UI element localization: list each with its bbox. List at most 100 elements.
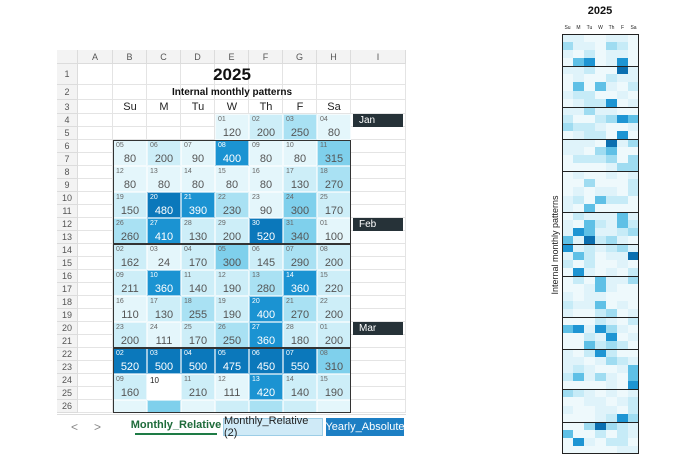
row-header[interactable]: 11 xyxy=(57,205,78,218)
calendar-day-cell[interactable]: 09 80 xyxy=(249,140,283,166)
calendar-day-cell[interactable]: 12 190 xyxy=(215,270,249,296)
prev-sheet-button[interactable]: < xyxy=(71,420,79,434)
calendar-day-cell[interactable]: 12 80 xyxy=(113,166,147,192)
calendar-day-cell[interactable]: 04 170 xyxy=(181,244,215,270)
calendar-day-cell[interactable]: 15 220 xyxy=(317,270,351,296)
calendar-day-cell[interactable]: 04 500 xyxy=(181,348,215,374)
row-header[interactable]: 6 xyxy=(57,140,78,153)
sheet-tab[interactable]: Monthly_Relative (2) xyxy=(223,415,323,439)
row-header[interactable]: 23 xyxy=(57,361,78,374)
row-header[interactable]: 1 xyxy=(57,64,78,85)
calendar-day-cell[interactable]: 20 400 xyxy=(249,296,283,322)
calendar-day-cell[interactable]: 16 110 xyxy=(113,296,147,322)
calendar-day-cell[interactable]: 25 170 xyxy=(317,192,351,218)
calendar-day-cell[interactable]: 14 360 xyxy=(283,270,317,296)
calendar-day-cell[interactable]: 28 180 xyxy=(283,322,317,348)
row-header[interactable]: 13 xyxy=(57,231,78,244)
calendar-day-cell[interactable]: 09 211 xyxy=(113,270,147,296)
calendar-day-cell[interactable]: 06 200 xyxy=(147,140,181,166)
calendar-day-cell[interactable]: 02 200 xyxy=(249,114,283,140)
calendar-day-cell[interactable]: 19 190 xyxy=(215,296,249,322)
calendar-day-cell[interactable]: 17 130 xyxy=(147,296,181,322)
row-header[interactable]: 14 xyxy=(57,244,78,257)
calendar-day-cell[interactable]: 11 315 xyxy=(317,140,351,166)
row-header[interactable]: 12 xyxy=(57,218,78,231)
calendar-day-cell[interactable]: 18 270 xyxy=(317,166,351,192)
row-header[interactable]: 16 xyxy=(57,270,78,283)
calendar-day-cell[interactable]: 30 520 xyxy=(249,218,283,244)
row-header[interactable]: 19 xyxy=(57,309,78,322)
calendar-day-cell[interactable]: 22 230 xyxy=(215,192,249,218)
calendar-day-cell[interactable]: 06 145 xyxy=(249,244,283,270)
calendar-day-cell[interactable]: 15 190 xyxy=(317,374,351,400)
calendar-day-cell[interactable]: 08 310 xyxy=(317,348,351,374)
row-header[interactable]: 22 xyxy=(57,348,78,361)
calendar-day-cell[interactable]: 05 300 xyxy=(215,244,249,270)
calendar-day-cell[interactable]: 14 140 xyxy=(283,374,317,400)
calendar-day-cell[interactable]: 11 210 xyxy=(181,374,215,400)
calendar-day-cell[interactable]: 03 250 xyxy=(283,114,317,140)
row-header[interactable]: 5 xyxy=(57,127,78,140)
calendar-day-cell[interactable]: 21 390 xyxy=(181,192,215,218)
column-header[interactable]: C xyxy=(147,50,181,64)
row-header[interactable]: 10 xyxy=(57,192,78,205)
calendar-day-cell[interactable]: 04 80 xyxy=(317,114,351,140)
calendar-day-cell[interactable]: 31 340 xyxy=(283,218,317,244)
calendar-day-cell[interactable]: 02 520 xyxy=(113,348,147,374)
calendar-day-cell[interactable]: 21 270 xyxy=(283,296,317,322)
row-header[interactable]: 18 xyxy=(57,296,78,309)
calendar-day-cell[interactable]: 26 260 xyxy=(113,218,147,244)
calendar-day-cell[interactable]: 20 480 xyxy=(147,192,181,218)
sheet-tab[interactable]: Monthly_Relative xyxy=(131,417,221,435)
calendar-day-cell[interactable]: 02 162 xyxy=(113,244,147,270)
row-header[interactable]: 25 xyxy=(57,387,78,400)
calendar-day-cell[interactable]: 25 170 xyxy=(181,322,215,348)
calendar-day-cell[interactable]: 01 120 xyxy=(215,114,249,140)
calendar-day-cell[interactable]: 11 140 xyxy=(181,270,215,296)
column-header[interactable]: E xyxy=(215,50,249,64)
calendar-day-cell[interactable]: 18 255 xyxy=(181,296,215,322)
column-header[interactable]: G xyxy=(283,50,317,64)
next-sheet-button[interactable]: > xyxy=(94,420,102,434)
calendar-day-cell[interactable]: 13 80 xyxy=(147,166,181,192)
row-header[interactable]: 4 xyxy=(57,114,78,127)
calendar-day-cell[interactable]: 29 200 xyxy=(215,218,249,244)
sheet-tab[interactable]: Yearly_Absolute xyxy=(325,418,405,436)
calendar-day-cell[interactable]: 23 90 xyxy=(249,192,283,218)
row-header[interactable]: 17 xyxy=(57,283,78,296)
calendar-day-cell[interactable]: 01 200 xyxy=(317,322,351,348)
row-header[interactable]: 3 xyxy=(57,100,78,114)
calendar-day-cell[interactable]: 05 475 xyxy=(215,348,249,374)
calendar-day-cell[interactable]: 07 90 xyxy=(181,140,215,166)
calendar-day-cell[interactable]: 10 xyxy=(147,374,181,400)
calendar-day-cell[interactable]: 23 200 xyxy=(113,322,147,348)
calendar-day-cell[interactable]: 03 500 xyxy=(147,348,181,374)
calendar-day-cell[interactable]: 01 100 xyxy=(317,218,351,244)
column-header[interactable]: B xyxy=(113,50,147,64)
row-header[interactable]: 21 xyxy=(57,335,78,348)
calendar-day-cell[interactable]: 27 410 xyxy=(147,218,181,244)
column-header[interactable]: H xyxy=(317,50,351,64)
calendar-day-cell[interactable]: 27 360 xyxy=(249,322,283,348)
calendar-day-cell[interactable]: 16 80 xyxy=(249,166,283,192)
calendar-day-cell[interactable]: 24 300 xyxy=(283,192,317,218)
calendar-day-cell[interactable]: 19 150 xyxy=(113,192,147,218)
calendar-day-cell[interactable]: 05 80 xyxy=(113,140,147,166)
calendar-day-cell[interactable]: 15 80 xyxy=(215,166,249,192)
calendar-day-cell[interactable]: 28 130 xyxy=(181,218,215,244)
calendar-day-cell[interactable]: 17 130 xyxy=(283,166,317,192)
calendar-day-cell[interactable]: 09 160 xyxy=(113,374,147,400)
row-header[interactable]: 20 xyxy=(57,322,78,335)
row-header[interactable]: 2 xyxy=(57,85,78,100)
calendar-day-cell[interactable]: 06 450 xyxy=(249,348,283,374)
calendar-day-cell[interactable]: 08 200 xyxy=(317,244,351,270)
calendar-day-cell[interactable]: 14 80 xyxy=(181,166,215,192)
calendar-day-cell[interactable]: 24 111 xyxy=(147,322,181,348)
column-header[interactable]: I xyxy=(351,50,406,64)
calendar-day-cell[interactable]: 13 420 xyxy=(249,374,283,400)
row-header[interactable]: 15 xyxy=(57,257,78,270)
calendar-day-cell[interactable]: 12 111 xyxy=(215,374,249,400)
calendar-day-cell[interactable]: 10 360 xyxy=(147,270,181,296)
calendar-day-cell[interactable]: 03 24 xyxy=(147,244,181,270)
calendar-day-cell[interactable]: 07 290 xyxy=(283,244,317,270)
